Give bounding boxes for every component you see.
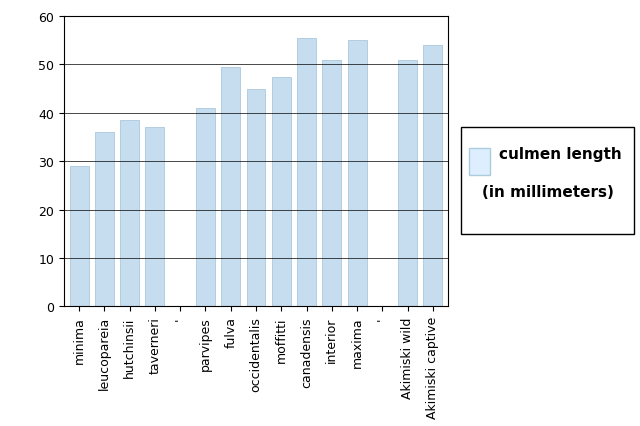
Bar — [469, 149, 490, 176]
Bar — [348, 41, 367, 307]
Text: culmen length: culmen length — [499, 147, 621, 162]
Bar — [398, 60, 417, 307]
Bar — [196, 109, 215, 307]
Bar — [70, 167, 88, 307]
Bar — [120, 121, 139, 307]
Bar — [272, 78, 291, 307]
Bar — [424, 46, 442, 307]
Bar — [246, 89, 266, 307]
Text: (in millimeters): (in millimeters) — [481, 184, 613, 199]
Bar — [323, 60, 341, 307]
Bar — [95, 133, 114, 307]
Bar — [297, 39, 316, 307]
Bar — [221, 68, 240, 307]
Bar — [145, 128, 164, 307]
